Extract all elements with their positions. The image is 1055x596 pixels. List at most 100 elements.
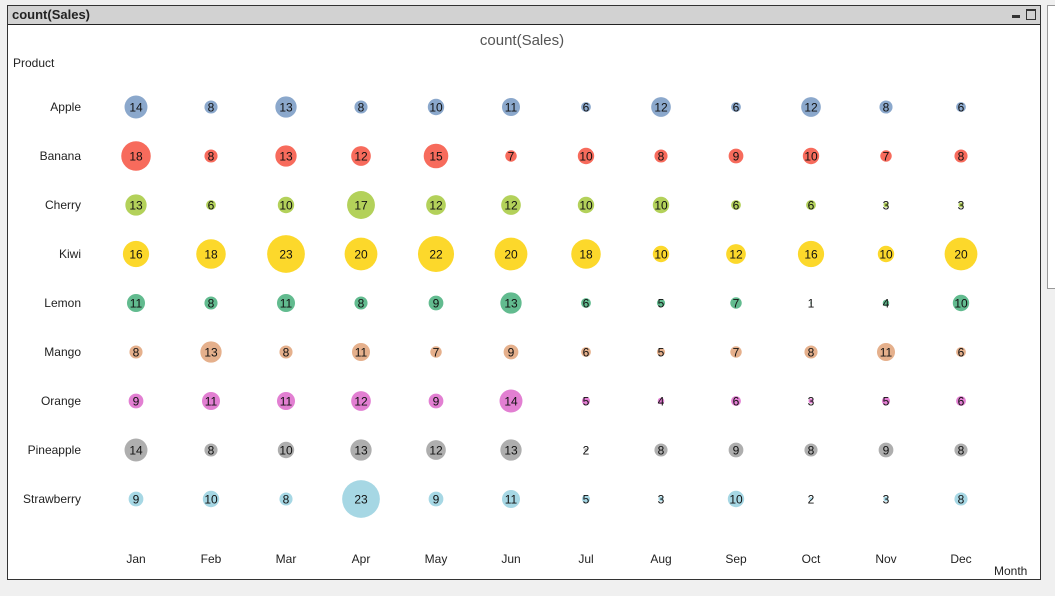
- data-label: 7: [733, 346, 740, 360]
- bubble: [501, 195, 521, 215]
- bubble: [125, 194, 147, 216]
- data-label: 8: [808, 444, 815, 458]
- bubble: [879, 100, 893, 114]
- bubble: [426, 195, 446, 215]
- data-label: 13: [129, 199, 143, 213]
- data-label: 9: [733, 150, 740, 164]
- data-label: 16: [129, 248, 143, 262]
- data-label: 12: [354, 395, 368, 409]
- data-label: 11: [280, 395, 293, 409]
- bubble: [354, 296, 368, 310]
- data-label: 4: [658, 395, 665, 409]
- bubble: [727, 490, 745, 508]
- y-tick-label: Orange: [41, 394, 81, 408]
- data-label: 9: [433, 493, 440, 507]
- bubble: [279, 492, 293, 506]
- x-tick-label: Dec: [950, 552, 971, 566]
- bubble: [797, 240, 825, 268]
- bubble: [656, 347, 666, 357]
- data-label: 10: [579, 150, 593, 164]
- data-label: 5: [658, 297, 665, 311]
- data-label: 12: [504, 199, 518, 213]
- data-label: 5: [883, 395, 890, 409]
- bubble: [577, 196, 595, 214]
- data-label: 22: [429, 248, 443, 262]
- bubble: [657, 397, 665, 405]
- bubble: [880, 150, 892, 162]
- bubble: [571, 239, 601, 269]
- data-label: 18: [204, 248, 218, 262]
- x-tick-label: Nov: [875, 552, 896, 566]
- window-title: count(Sales): [12, 7, 91, 22]
- data-label: 10: [879, 248, 893, 262]
- bubble: [804, 443, 818, 457]
- data-label: 9: [133, 493, 140, 507]
- bubble: [501, 489, 521, 509]
- data-label: 6: [958, 395, 965, 409]
- bubble: [351, 146, 371, 166]
- y-tick-label: Cherry: [45, 198, 81, 212]
- bubble: [954, 443, 968, 457]
- data-label: 10: [429, 101, 443, 115]
- bubble: [128, 491, 144, 507]
- data-label: 13: [204, 346, 218, 360]
- minimize-icon[interactable]: [1012, 15, 1020, 18]
- data-label: 10: [279, 444, 293, 458]
- bubble: [344, 237, 378, 271]
- bubble: [427, 98, 445, 116]
- window-titlebar[interactable]: count(Sales): [8, 6, 1040, 25]
- data-label: 10: [804, 150, 818, 164]
- bubble: [654, 149, 668, 163]
- bubble: [122, 240, 150, 268]
- data-label: 11: [880, 346, 893, 360]
- data-label: 2: [583, 444, 590, 458]
- side-panel: [1047, 5, 1055, 289]
- data-label: 6: [958, 346, 965, 360]
- bubble: [581, 102, 591, 112]
- data-label: 5: [583, 493, 590, 507]
- data-label: 12: [804, 101, 818, 115]
- data-label: 6: [583, 101, 590, 115]
- bubble: [428, 491, 444, 507]
- data-label: 18: [129, 150, 143, 164]
- data-label: 10: [654, 199, 668, 213]
- y-axis-label: Product: [13, 56, 55, 70]
- x-tick-label: Jun: [501, 552, 520, 566]
- data-label: 13: [504, 444, 518, 458]
- maximize-icon[interactable]: [1026, 9, 1036, 20]
- data-label: 11: [280, 297, 293, 311]
- data-label: 11: [355, 346, 368, 360]
- bubble: [499, 389, 523, 413]
- data-label: 18: [579, 248, 593, 262]
- bubble: [129, 345, 143, 359]
- bubble: [801, 97, 821, 117]
- data-label: 13: [354, 444, 368, 458]
- x-tick-label: Feb: [201, 552, 222, 566]
- data-label: 14: [129, 444, 143, 458]
- bubble: [806, 200, 816, 210]
- data-label: 9: [433, 395, 440, 409]
- y-tick-label: Mango: [44, 345, 81, 359]
- data-label: 8: [958, 444, 965, 458]
- bubble: [652, 245, 670, 263]
- data-label: 9: [733, 444, 740, 458]
- data-label: 11: [505, 493, 518, 507]
- data-label: 11: [205, 395, 218, 409]
- bubble: [809, 497, 813, 501]
- bubble: [882, 299, 890, 307]
- bubble: [730, 297, 742, 309]
- bubble: [810, 302, 812, 304]
- bubble: [128, 393, 144, 409]
- bubble: [581, 298, 591, 308]
- x-tick-label: Jan: [126, 552, 145, 566]
- data-label: 10: [279, 199, 293, 213]
- bubble: [200, 341, 222, 363]
- bubble: [584, 448, 588, 452]
- bubble: [275, 96, 297, 118]
- data-label: 12: [429, 444, 443, 458]
- data-label: 6: [733, 101, 740, 115]
- data-label: 14: [129, 101, 143, 115]
- data-label: 3: [808, 395, 815, 409]
- data-label: 8: [958, 150, 965, 164]
